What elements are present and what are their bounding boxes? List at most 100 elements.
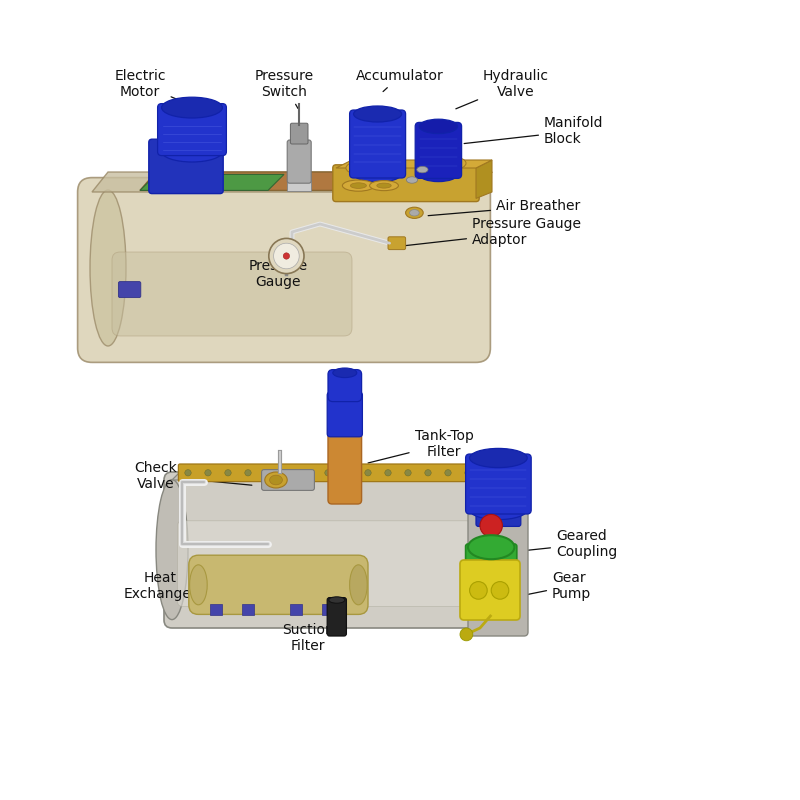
Ellipse shape: [346, 162, 366, 174]
Ellipse shape: [417, 166, 428, 173]
Ellipse shape: [377, 183, 391, 188]
FancyBboxPatch shape: [327, 392, 362, 437]
FancyBboxPatch shape: [210, 604, 222, 615]
FancyBboxPatch shape: [178, 521, 471, 606]
Text: Accumulator: Accumulator: [356, 69, 444, 91]
Text: Suction
Filter: Suction Filter: [282, 618, 336, 653]
Polygon shape: [92, 172, 492, 192]
FancyBboxPatch shape: [287, 180, 311, 191]
Polygon shape: [172, 468, 492, 480]
FancyBboxPatch shape: [388, 237, 406, 250]
Polygon shape: [140, 174, 284, 190]
Ellipse shape: [491, 582, 509, 599]
Ellipse shape: [156, 480, 188, 619]
Text: Electric
Motor: Electric Motor: [114, 69, 200, 109]
Ellipse shape: [470, 582, 487, 599]
Text: Manifold
Block: Manifold Block: [464, 116, 603, 146]
Ellipse shape: [350, 183, 366, 188]
FancyBboxPatch shape: [333, 165, 479, 202]
Ellipse shape: [446, 158, 466, 169]
Circle shape: [385, 470, 391, 476]
FancyBboxPatch shape: [189, 555, 368, 614]
Ellipse shape: [350, 565, 367, 605]
Polygon shape: [476, 160, 492, 198]
Circle shape: [283, 253, 290, 259]
Ellipse shape: [333, 368, 357, 378]
Text: Pressure
Switch: Pressure Switch: [254, 69, 314, 108]
Polygon shape: [336, 160, 492, 168]
Ellipse shape: [342, 180, 374, 191]
Circle shape: [325, 470, 331, 476]
Circle shape: [480, 514, 502, 537]
Ellipse shape: [370, 181, 398, 190]
Text: Hydraulic
Valve: Hydraulic Valve: [456, 69, 549, 109]
Text: Pressure
Gauge: Pressure Gauge: [249, 252, 308, 289]
Ellipse shape: [406, 207, 423, 218]
FancyBboxPatch shape: [415, 122, 462, 178]
FancyBboxPatch shape: [78, 178, 490, 362]
FancyBboxPatch shape: [158, 103, 226, 155]
FancyBboxPatch shape: [290, 604, 302, 615]
Ellipse shape: [162, 97, 222, 118]
Circle shape: [225, 470, 231, 476]
Ellipse shape: [265, 472, 287, 488]
Circle shape: [365, 470, 371, 476]
Ellipse shape: [382, 162, 402, 174]
Ellipse shape: [419, 167, 458, 182]
FancyBboxPatch shape: [460, 560, 520, 620]
Circle shape: [245, 470, 251, 476]
Circle shape: [345, 470, 351, 476]
FancyBboxPatch shape: [164, 472, 484, 628]
Text: Heat
Exchanger: Heat Exchanger: [123, 570, 264, 601]
FancyBboxPatch shape: [470, 486, 526, 506]
Text: Pressure Gauge
Adaptor: Pressure Gauge Adaptor: [402, 217, 581, 247]
Circle shape: [460, 628, 473, 641]
Circle shape: [405, 470, 411, 476]
Polygon shape: [476, 468, 492, 620]
Ellipse shape: [331, 389, 358, 398]
FancyBboxPatch shape: [468, 460, 528, 636]
FancyBboxPatch shape: [178, 464, 490, 482]
Ellipse shape: [270, 475, 282, 485]
FancyBboxPatch shape: [476, 498, 521, 526]
Circle shape: [185, 470, 191, 476]
FancyBboxPatch shape: [262, 470, 314, 490]
Ellipse shape: [329, 597, 345, 603]
Text: Check
Valve: Check Valve: [134, 461, 252, 491]
Polygon shape: [140, 172, 492, 190]
FancyBboxPatch shape: [350, 110, 406, 178]
Ellipse shape: [354, 106, 402, 122]
FancyBboxPatch shape: [242, 604, 254, 615]
Ellipse shape: [470, 448, 527, 467]
FancyBboxPatch shape: [327, 598, 346, 636]
Ellipse shape: [468, 535, 514, 559]
Ellipse shape: [470, 500, 527, 520]
Circle shape: [305, 470, 311, 476]
FancyBboxPatch shape: [287, 140, 311, 183]
Circle shape: [425, 470, 431, 476]
Text: Tank-Top
Filter: Tank-Top Filter: [368, 429, 474, 463]
FancyBboxPatch shape: [328, 370, 362, 402]
Ellipse shape: [162, 141, 222, 162]
Text: Gear
Pump: Gear Pump: [496, 570, 591, 601]
Ellipse shape: [90, 190, 126, 346]
FancyBboxPatch shape: [328, 426, 362, 504]
Circle shape: [265, 470, 271, 476]
FancyBboxPatch shape: [322, 604, 334, 615]
FancyBboxPatch shape: [112, 252, 352, 336]
Ellipse shape: [331, 422, 358, 434]
FancyBboxPatch shape: [290, 123, 308, 144]
Ellipse shape: [354, 166, 402, 182]
Circle shape: [269, 238, 304, 274]
Circle shape: [445, 470, 451, 476]
Circle shape: [274, 243, 299, 269]
FancyBboxPatch shape: [466, 544, 517, 566]
Ellipse shape: [406, 177, 418, 183]
Circle shape: [465, 470, 471, 476]
FancyBboxPatch shape: [466, 454, 531, 514]
FancyBboxPatch shape: [118, 282, 141, 298]
FancyBboxPatch shape: [149, 139, 223, 194]
Ellipse shape: [190, 565, 207, 605]
Circle shape: [205, 470, 211, 476]
Ellipse shape: [410, 210, 419, 216]
